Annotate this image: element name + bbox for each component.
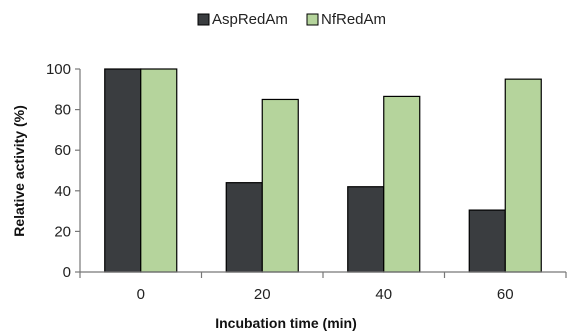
bar-nfredam-60 bbox=[504, 78, 542, 273]
x-tick-labels: 0 20 40 60 bbox=[137, 286, 514, 303]
bar-aspredam-60 bbox=[468, 209, 506, 273]
x-tick-label: 20 bbox=[254, 286, 271, 303]
bar-aspredam-0 bbox=[104, 68, 142, 273]
y-axis-title: Relative activity (%) bbox=[11, 105, 27, 237]
bar-aspredam-40 bbox=[347, 186, 385, 273]
y-tick-label: 0 bbox=[63, 264, 71, 281]
y-tick-label: 60 bbox=[54, 142, 71, 159]
x-axis-title: Incubation time (min) bbox=[215, 315, 357, 331]
y-tick-label: 40 bbox=[54, 183, 71, 200]
y-tick-labels: 0 20 40 60 80 100 bbox=[46, 61, 71, 281]
bar-nfredam-20 bbox=[261, 98, 299, 273]
legend-label-nfredam: NfRedAm bbox=[321, 11, 386, 28]
bars-group bbox=[104, 68, 542, 273]
x-tick-label: 0 bbox=[137, 286, 145, 303]
legend-label-aspredam: AspRedAm bbox=[212, 11, 288, 28]
legend-swatch-aspredam bbox=[197, 13, 210, 26]
bar-aspredam-20 bbox=[225, 182, 263, 273]
y-tick-label: 80 bbox=[54, 102, 71, 119]
y-tick-label: 100 bbox=[46, 61, 71, 78]
x-tick-label: 40 bbox=[375, 286, 392, 303]
bar-nfredam-40 bbox=[383, 95, 421, 273]
axes-group bbox=[75, 68, 567, 278]
legend-swatch-nfredam bbox=[306, 13, 319, 26]
bar-nfredam-0 bbox=[140, 68, 178, 273]
legend: AspRedAm NfRedAm bbox=[197, 11, 386, 28]
y-tick-label: 20 bbox=[54, 223, 71, 240]
x-tick-label: 60 bbox=[497, 286, 514, 303]
